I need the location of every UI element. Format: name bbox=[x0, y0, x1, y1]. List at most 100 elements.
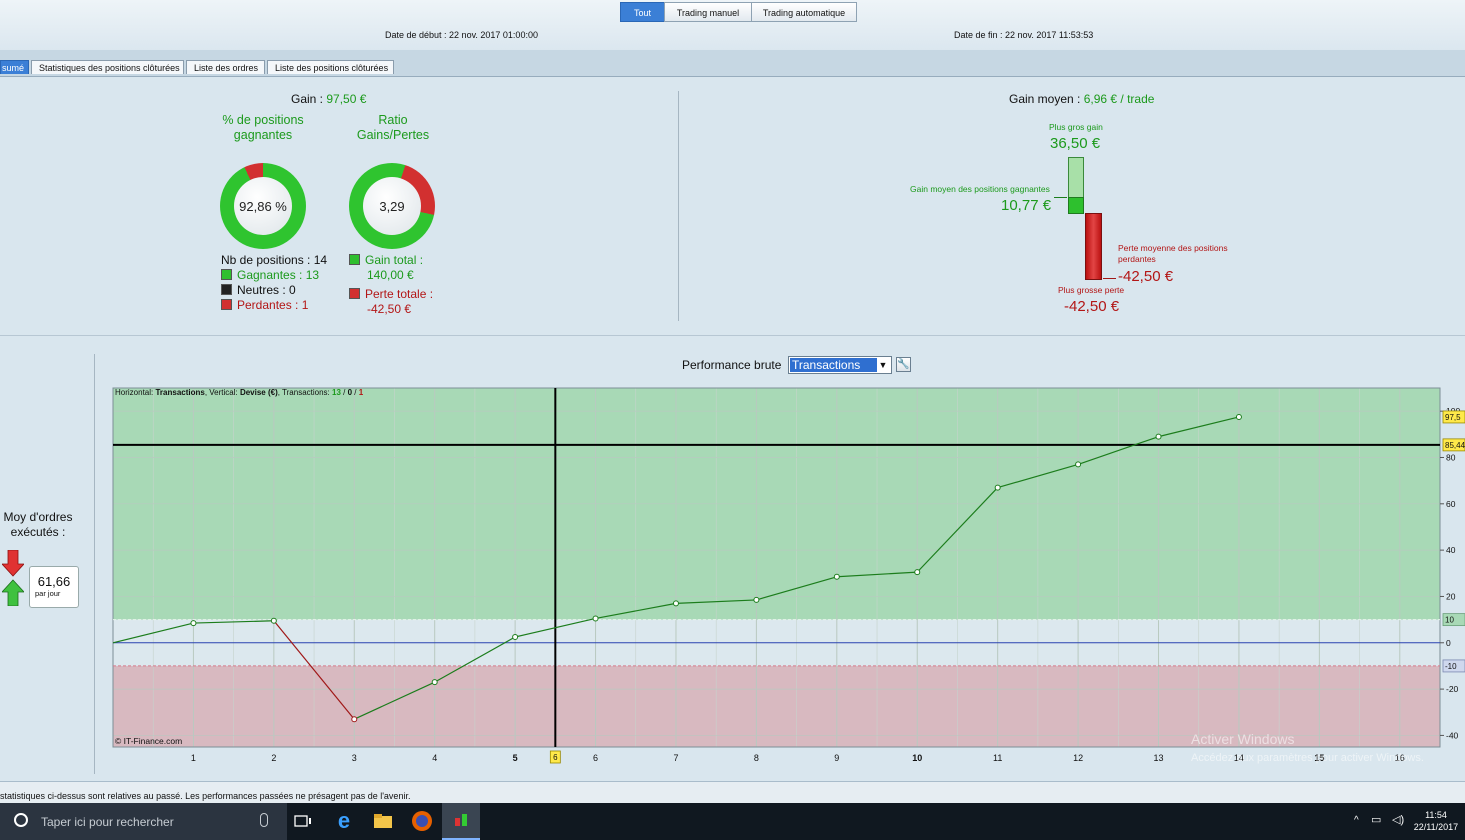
y-tick-label: 80 bbox=[1446, 452, 1456, 462]
moy-ordres-unit: par jour bbox=[35, 589, 61, 598]
end-date: Date de fin : 22 nov. 2017 11:53:53 bbox=[954, 30, 1094, 40]
x-tick-label: 11 bbox=[993, 753, 1002, 763]
series-segment bbox=[675, 599, 757, 604]
y-label-last: 97,5 bbox=[1445, 413, 1461, 422]
tab-statistiques[interactable]: Statistiques des positions clôturées bbox=[31, 60, 184, 74]
watermark-line1: Activer Windows bbox=[1191, 731, 1295, 747]
ratio-title: Ratio Gains/Pertes bbox=[356, 113, 430, 142]
moy-ordres-title: Moy d'ordres exécutés : bbox=[3, 510, 73, 539]
perte-totale-label-text: Perte totale : bbox=[365, 287, 434, 301]
tab-liste-ordres[interactable]: Liste des ordres bbox=[186, 60, 265, 74]
cursor-x-marker bbox=[549, 750, 561, 764]
x-tick-label: 14 bbox=[1234, 753, 1244, 763]
gain-row: Gain : 97,50 € bbox=[291, 92, 366, 106]
microphone-icon[interactable] bbox=[260, 813, 268, 827]
loss-bar bbox=[1085, 213, 1102, 280]
tab-tout[interactable]: Tout bbox=[620, 2, 665, 22]
series-segment bbox=[273, 620, 355, 720]
data-point bbox=[351, 716, 358, 723]
clock[interactable]: 11:54 22/11/2017 bbox=[1413, 809, 1459, 833]
arrow-loss-icon bbox=[1103, 278, 1116, 279]
x-tick-label: 8 bbox=[754, 753, 759, 763]
chart-info: Horizontal: Transactions, Vertical: Devi… bbox=[115, 388, 363, 397]
gain-moyen-gagnantes-label: Gain moyen des positions gagnantes bbox=[910, 184, 1050, 194]
data-point bbox=[1075, 461, 1082, 468]
chart-info-prefix: Horizontal: bbox=[115, 388, 156, 397]
x-tick-label: 1 bbox=[191, 753, 196, 763]
gain-moyen-value: 6,96 € / trade bbox=[1083, 92, 1155, 106]
gain-total-label: Gain total : bbox=[349, 253, 423, 267]
data-point bbox=[914, 569, 921, 576]
neutres-text: Neutres : 0 bbox=[237, 283, 296, 297]
app-task-active[interactable] bbox=[442, 803, 480, 840]
ratio-donut: 3,29 bbox=[349, 163, 435, 249]
legend-gagnantes: Gagnantes : 13 bbox=[221, 268, 319, 282]
legend-neutres: Neutres : 0 bbox=[221, 283, 296, 297]
chart-info-sep: / bbox=[352, 388, 359, 397]
tab-trading-manuel[interactable]: Trading manuel bbox=[664, 2, 752, 22]
x-tick-label: 7 bbox=[673, 753, 678, 763]
y-tick-label: 0 bbox=[1446, 638, 1451, 648]
file-explorer-icon[interactable] bbox=[371, 809, 395, 833]
data-point bbox=[753, 596, 760, 603]
chart-info-wins: 13 bbox=[332, 388, 341, 397]
y-label-upper-band: 10 bbox=[1445, 616, 1454, 625]
y-label-crosshair: 85,44 bbox=[1445, 441, 1465, 450]
arrows-icon bbox=[1, 549, 25, 607]
pct-title: % de positions gagnantes bbox=[222, 113, 304, 142]
search-box[interactable]: Taper ici pour rechercher bbox=[0, 803, 287, 840]
volume-icon[interactable]: ◁) bbox=[1392, 814, 1405, 826]
x-tick-label: 4 bbox=[432, 753, 437, 763]
tab-trading-automatique[interactable]: Trading automatique bbox=[751, 2, 857, 22]
perf-select[interactable]: Transactions ▼ bbox=[788, 356, 892, 374]
gain-value: 97,50 € bbox=[326, 92, 367, 106]
summary-panel: Gain : 97,50 € % de positions gagnantes … bbox=[0, 77, 1465, 336]
gain-total-value: 140,00 € bbox=[367, 268, 414, 282]
gain-moyen-label: Gain moyen : bbox=[1009, 92, 1084, 106]
perte-totale-value: -42,50 € bbox=[367, 302, 412, 316]
y-tick-label: -40 bbox=[1446, 730, 1459, 740]
series-segment bbox=[997, 463, 1079, 489]
task-view-icon[interactable] bbox=[291, 809, 315, 833]
x-tick-label: 9 bbox=[834, 753, 839, 763]
data-point bbox=[592, 615, 599, 622]
y-label-lower-band-box bbox=[1442, 659, 1465, 673]
trading-app-icon bbox=[449, 808, 473, 832]
data-point bbox=[512, 633, 519, 640]
perte-moyenne-value: -42,50 € bbox=[1118, 268, 1174, 285]
arrow-gain-icon bbox=[1054, 197, 1067, 198]
x-tick-label: 16 bbox=[1395, 753, 1405, 763]
gagnantes-text: Gagnantes : 13 bbox=[237, 268, 320, 282]
data-point bbox=[1235, 413, 1242, 420]
status-text: statistiques ci-dessus sont relatives au… bbox=[0, 791, 411, 801]
black-square-icon bbox=[221, 284, 232, 295]
top-bar: Tout Trading manuel Trading automatique … bbox=[0, 0, 1465, 51]
edge-icon[interactable]: e bbox=[337, 808, 351, 833]
search-placeholder: Taper ici pour rechercher bbox=[41, 815, 174, 829]
left-divider bbox=[94, 354, 95, 774]
series-segment bbox=[514, 617, 596, 638]
perf-label: Performance brute bbox=[682, 358, 782, 372]
data-point bbox=[672, 600, 679, 607]
gain-moyen-gagnantes-value: 10,77 € bbox=[1001, 197, 1052, 214]
moy-ordres-value: 61,66 bbox=[37, 574, 71, 589]
taskbar: Taper ici pour rechercher e ^ ▭ ◁) 11:54… bbox=[0, 803, 1465, 840]
tab-resume[interactable]: sumé bbox=[0, 60, 29, 74]
chevron-down-icon[interactable]: ▼ bbox=[878, 360, 888, 370]
plus-grosse-perte-value: -42,50 € bbox=[1064, 298, 1120, 315]
x-tick-label: 2 bbox=[271, 753, 276, 763]
y-tick-label: -20 bbox=[1446, 684, 1459, 694]
chevron-up-icon[interactable]: ^ bbox=[1354, 815, 1359, 826]
series-segment bbox=[1077, 436, 1159, 465]
series-segment bbox=[1158, 416, 1240, 438]
tab-liste-positions[interactable]: Liste des positions clôturées bbox=[267, 60, 394, 74]
network-icon[interactable]: ▭ bbox=[1371, 814, 1382, 826]
start-date: Date de début : 22 nov. 2017 01:00:00 bbox=[385, 30, 538, 40]
chart-info-losses: 1 bbox=[358, 388, 364, 397]
wrench-icon[interactable]: 🔧 bbox=[896, 357, 911, 372]
performance-panel: Moy d'ordres exécutés : 61,66 par jour P… bbox=[0, 336, 1465, 781]
plus-grosse-perte-label: Plus grosse perte bbox=[1058, 285, 1125, 295]
data-point bbox=[270, 617, 277, 624]
firefox-icon[interactable] bbox=[410, 809, 434, 833]
cursor-x-label: 6 bbox=[553, 753, 558, 762]
